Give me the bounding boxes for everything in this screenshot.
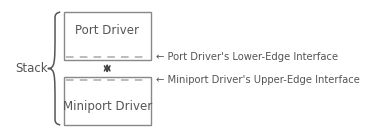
Bar <box>64 12 151 60</box>
Text: ← Miniport Driver's Upper-Edge Interface: ← Miniport Driver's Upper-Edge Interface <box>157 75 360 85</box>
Text: Stack: Stack <box>15 62 48 75</box>
Bar <box>64 77 151 125</box>
Text: Miniport Driver: Miniport Driver <box>62 100 152 113</box>
Text: ← Port Driver's Lower-Edge Interface: ← Port Driver's Lower-Edge Interface <box>157 52 339 62</box>
Text: Port Driver: Port Driver <box>75 24 139 37</box>
